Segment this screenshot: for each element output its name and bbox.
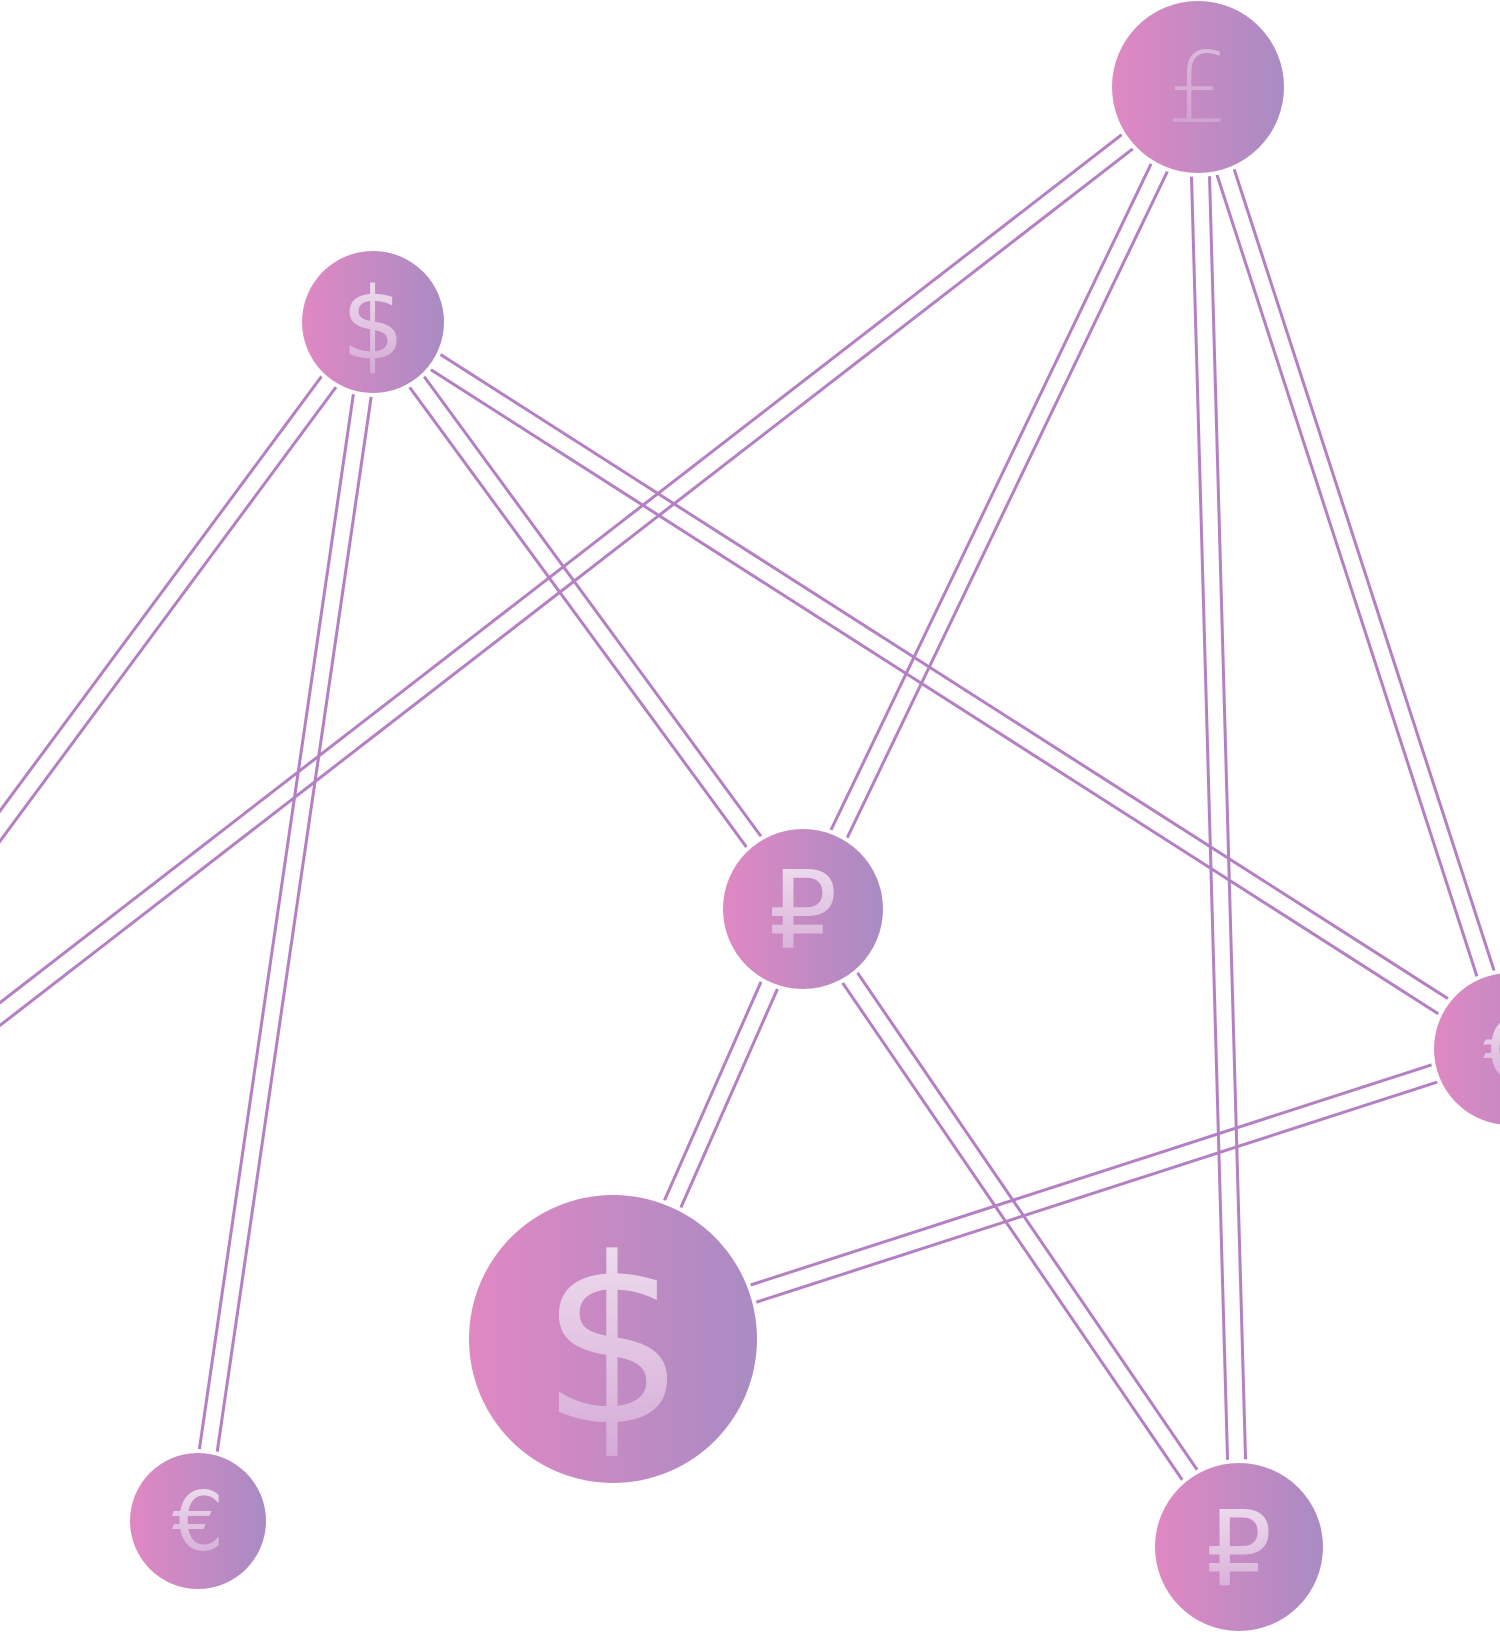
ruble-icon: ₽ <box>1206 1488 1272 1610</box>
edge-rail <box>615 1060 1500 1350</box>
node-euro-right-edge: € <box>1430 969 1500 1129</box>
edge-pound-top-to-offscreen-left-lower <box>0 78 1205 1028</box>
node-pound-top: £ <box>1108 0 1288 177</box>
edge-dollar-upper-left-to-euro-right-edge <box>367 313 1500 1056</box>
edge-rail <box>0 315 368 814</box>
edges-layer <box>0 78 1500 1553</box>
node-circle <box>1434 973 1500 1125</box>
edge-rail <box>0 92 1205 1028</box>
node-circle <box>723 829 883 989</box>
edge-dollar-upper-left-to-euro-bottom-left <box>187 320 384 1523</box>
euro-icon: € <box>1483 1002 1500 1100</box>
node-circle <box>1112 1 1284 173</box>
euro-icon: € <box>172 1475 224 1570</box>
ruble-icon: ₽ <box>769 849 838 974</box>
edge-rail <box>364 326 797 916</box>
node-dollar-upper-left: $ <box>298 247 448 397</box>
edge-rail <box>609 1041 1500 1332</box>
node-circle <box>302 251 444 393</box>
edge-ruble-center-to-ruble-bottom-right <box>794 903 1248 1553</box>
edge-rail <box>809 90 1208 914</box>
node-euro-bottom-left: € <box>126 1449 270 1593</box>
node-ruble-center: ₽ <box>719 825 887 993</box>
edge-dollar-upper-left-to-offscreen-left-upper <box>0 315 382 844</box>
edge-rail <box>367 328 1500 1056</box>
node-circle <box>130 1453 266 1589</box>
edge-rail <box>794 913 1233 1553</box>
dollar-icon: $ <box>540 1210 686 1477</box>
edge-dollar-large-to-euro-right-edge <box>609 1041 1500 1350</box>
edge-rail <box>376 313 1500 1034</box>
edge-rail <box>205 323 384 1523</box>
edge-pound-top-to-euro-right-edge <box>1187 83 1500 1053</box>
dollar-icon: $ <box>341 266 405 383</box>
node-ruble-bottom-right: ₽ <box>1151 1459 1327 1635</box>
node-circle <box>469 1195 757 1483</box>
edge-rail <box>793 82 1192 906</box>
edge-rail <box>1187 89 1500 1053</box>
pound-icon: £ <box>1167 32 1229 146</box>
edge-dollar-upper-left-to-ruble-center <box>364 315 812 916</box>
edge-pound-top-to-ruble-center <box>793 82 1208 914</box>
edge-rail <box>379 315 812 905</box>
edge-rail <box>1187 87 1232 1548</box>
edge-rail <box>187 320 366 1520</box>
edge-rail <box>1205 83 1500 994</box>
edge-pound-top-to-ruble-bottom-right <box>1187 86 1250 1548</box>
nodes-layer: £ $ ₽ $ € ₽ € <box>126 0 1500 1635</box>
edge-rail <box>809 903 1248 1543</box>
edge-rail <box>0 78 1194 1005</box>
node-dollar-large: $ <box>465 1191 761 1487</box>
node-circle <box>1155 1463 1323 1631</box>
edge-rail <box>1205 86 1250 1547</box>
edge-rail <box>0 326 382 844</box>
